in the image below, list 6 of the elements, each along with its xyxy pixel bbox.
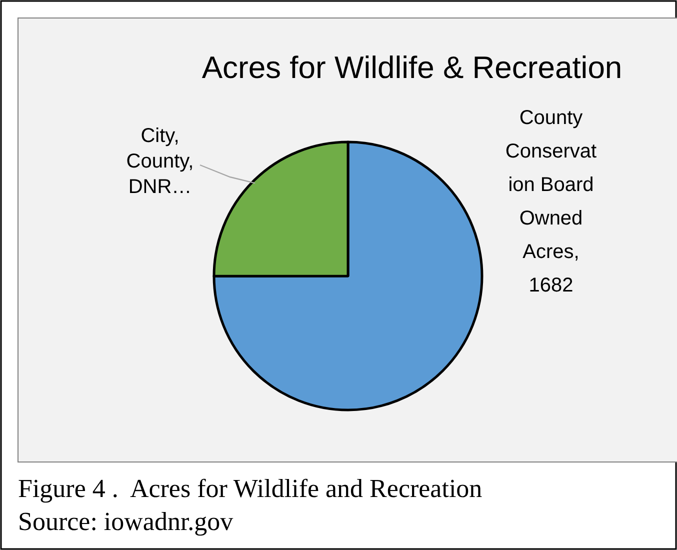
source-note: Source: iowadnr.gov xyxy=(18,507,234,536)
chart-title: Acres for Wildlife & Recreation xyxy=(202,50,622,85)
pie-slice xyxy=(212,140,484,412)
caption: Figure 4 . Acres for Wildlife and Recreation xyxy=(18,474,482,503)
slice-label: County Conservation Board Owned Acres, 1682 xyxy=(505,107,598,296)
slice-label: City, County, DNR… xyxy=(126,125,194,198)
